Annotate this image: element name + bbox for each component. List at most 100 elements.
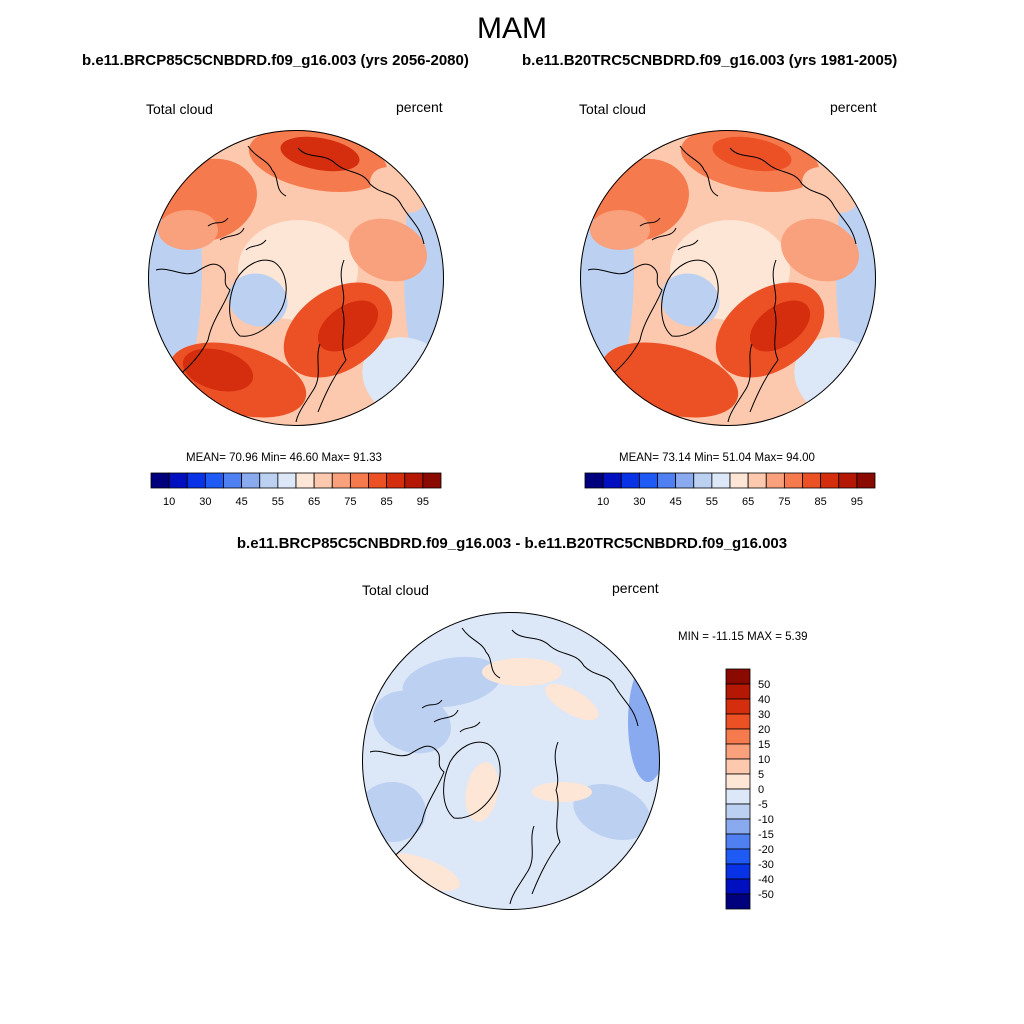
panel-1-colorbar-swatch xyxy=(186,472,206,489)
panel-1-colorbar-tick-label: 75 xyxy=(344,496,356,508)
difference-colorbar-swatch xyxy=(725,803,751,820)
difference-colorbar-swatch xyxy=(725,698,751,715)
difference-positive-region xyxy=(465,762,499,822)
panel-1-colorbar-swatch xyxy=(331,472,351,489)
panel-2-field xyxy=(580,130,876,426)
difference-colorbar-tick-label: 50 xyxy=(758,679,770,691)
panel-2-colorbar-tick-label: 10 xyxy=(597,496,609,508)
difference-coastline xyxy=(443,741,501,819)
panel-2-map-border xyxy=(580,130,876,426)
panel-1-stats: MEAN= 70.96 Min= 46.60 Max= 91.33 xyxy=(186,452,382,464)
panel-1-polar-map xyxy=(148,130,444,426)
panel-2-variable-label: Total cloud xyxy=(579,101,646,117)
panel-1-colorbar-swatch xyxy=(313,472,333,489)
panel-1-colorbar-swatch xyxy=(295,472,315,489)
panel-1-colorbar-tick-label: 65 xyxy=(308,496,320,508)
panel-2-colorbar-swatch xyxy=(820,472,840,489)
difference-colorbar-tick-label: -20 xyxy=(758,844,774,856)
difference-variable-label: Total cloud xyxy=(362,582,429,598)
difference-colorbar-swatch xyxy=(725,818,751,835)
panel-1-field xyxy=(148,130,444,426)
panel-1-colorbar-tick-label: 85 xyxy=(381,496,393,508)
panel-2-high-cloud-region xyxy=(712,136,792,172)
difference-colorbar-swatch xyxy=(725,743,751,760)
panel-1-map-border xyxy=(148,130,444,426)
panel-2-colorbar-tick-label: 55 xyxy=(706,496,718,508)
difference-colorbar-tick-label: -15 xyxy=(758,829,774,841)
difference-coastline xyxy=(511,629,639,727)
panel-2-colorbar-swatch xyxy=(675,472,695,489)
panel-1-high-cloud-region xyxy=(158,210,218,250)
panel-2-coastline xyxy=(679,145,719,197)
panel-2-high-cloud-region xyxy=(614,348,686,392)
panel-2-colorbar-swatch xyxy=(602,472,622,489)
panel-1-colorbar-swatch xyxy=(223,472,243,489)
panel-2-coastline xyxy=(729,147,857,245)
panel-1-colorbar-swatch xyxy=(204,472,224,489)
panel-1-colorbar-swatch xyxy=(150,472,170,489)
panel-2-colorbar-tick-label: 85 xyxy=(815,496,827,508)
panel-1-colorbar-tick-label: 55 xyxy=(272,496,284,508)
difference-colorbar-swatch xyxy=(725,863,751,880)
difference-colorbar-tick-label: -5 xyxy=(758,799,768,811)
panel-2-coastline xyxy=(661,259,719,337)
difference-colorbar-tick-label: 30 xyxy=(758,709,770,721)
difference-colorbar-tick-label: 0 xyxy=(758,784,764,796)
difference-positive-region xyxy=(482,658,562,686)
panel-1-coastline xyxy=(247,145,287,197)
panel-2-colorbar-swatch xyxy=(802,472,822,489)
panel-1-coastline xyxy=(229,259,287,337)
panel-2-colorbar-swatch xyxy=(693,472,713,489)
panel-2-coastline xyxy=(749,259,779,413)
panel-1-colorbar-tick-label: 45 xyxy=(236,496,248,508)
difference-colorbar-tick-label: 5 xyxy=(758,769,764,781)
panel-2-colorbar-tick-label: 30 xyxy=(633,496,645,508)
panel-1-colorbar-swatch xyxy=(349,472,369,489)
figure-title: MAM xyxy=(477,12,547,45)
difference-colorbar-tick-label: -30 xyxy=(758,859,774,871)
panel-2-coastline xyxy=(587,263,663,377)
panel-1-colorbar-tick-label: 10 xyxy=(163,496,175,508)
panel-1-colorbar-swatch xyxy=(422,472,442,489)
panel-2-colorbar: 10 30 45 55 65 75 85 95 xyxy=(584,472,876,508)
difference-colorbar-tick-label: 40 xyxy=(758,694,770,706)
difference-title: b.e11.BRCP85C5CNBDRD.f09_g16.003 - b.e11… xyxy=(236,535,788,552)
panel-1-colorbar-swatch xyxy=(259,472,279,489)
difference-colorbar-tick-label: 20 xyxy=(758,724,770,736)
difference-colorbar-swatch xyxy=(725,848,751,865)
difference-colorbar-swatch xyxy=(725,683,751,700)
panel-2-colorbar-swatch xyxy=(711,472,731,489)
difference-colorbar-tick-label: 10 xyxy=(758,754,770,766)
difference-units-label: percent xyxy=(612,580,659,596)
difference-colorbar-swatch xyxy=(725,878,751,895)
panel-1-mid-cloud-region xyxy=(349,218,427,282)
panel-1-coastlines xyxy=(155,145,425,423)
panel-2-colorbar-tick-label: 75 xyxy=(778,496,790,508)
difference-colorbar-swatch xyxy=(725,773,751,790)
difference-polar-map xyxy=(362,612,660,910)
panel-1-coastline xyxy=(295,343,321,423)
panel-1-high-cloud-region xyxy=(317,300,379,352)
difference-coastline xyxy=(509,825,535,905)
difference-field xyxy=(362,612,660,910)
difference-colorbar-swatch xyxy=(725,833,751,850)
panel-2-units-label: percent xyxy=(830,99,877,115)
panel-2-colorbar-swatch xyxy=(783,472,803,489)
difference-colorbar-tick-label: -50 xyxy=(758,889,774,901)
difference-colorbar-swatch xyxy=(725,668,751,685)
difference-colorbar-tick-label: -10 xyxy=(758,814,774,826)
panel-2-mid-cloud-region xyxy=(781,218,859,282)
difference-negative-region xyxy=(573,783,651,841)
panel-2-colorbar-tick-label: 95 xyxy=(851,496,863,508)
panel-2-colorbar-swatch xyxy=(584,472,604,489)
panel-2-polar-map xyxy=(580,130,876,426)
panel-2-high-cloud-region xyxy=(590,210,650,250)
difference-colorbar-swatch xyxy=(725,788,751,805)
panel-1-colorbar-swatch xyxy=(168,472,188,489)
panel-1-colorbar-swatch xyxy=(241,472,261,489)
difference-coastline xyxy=(369,745,445,859)
panel-2-colorbar-tick-label: 45 xyxy=(670,496,682,508)
panel-2-high-cloud-region xyxy=(749,300,811,352)
difference-stats: MIN = -11.15 MAX = 5.39 xyxy=(678,631,808,643)
